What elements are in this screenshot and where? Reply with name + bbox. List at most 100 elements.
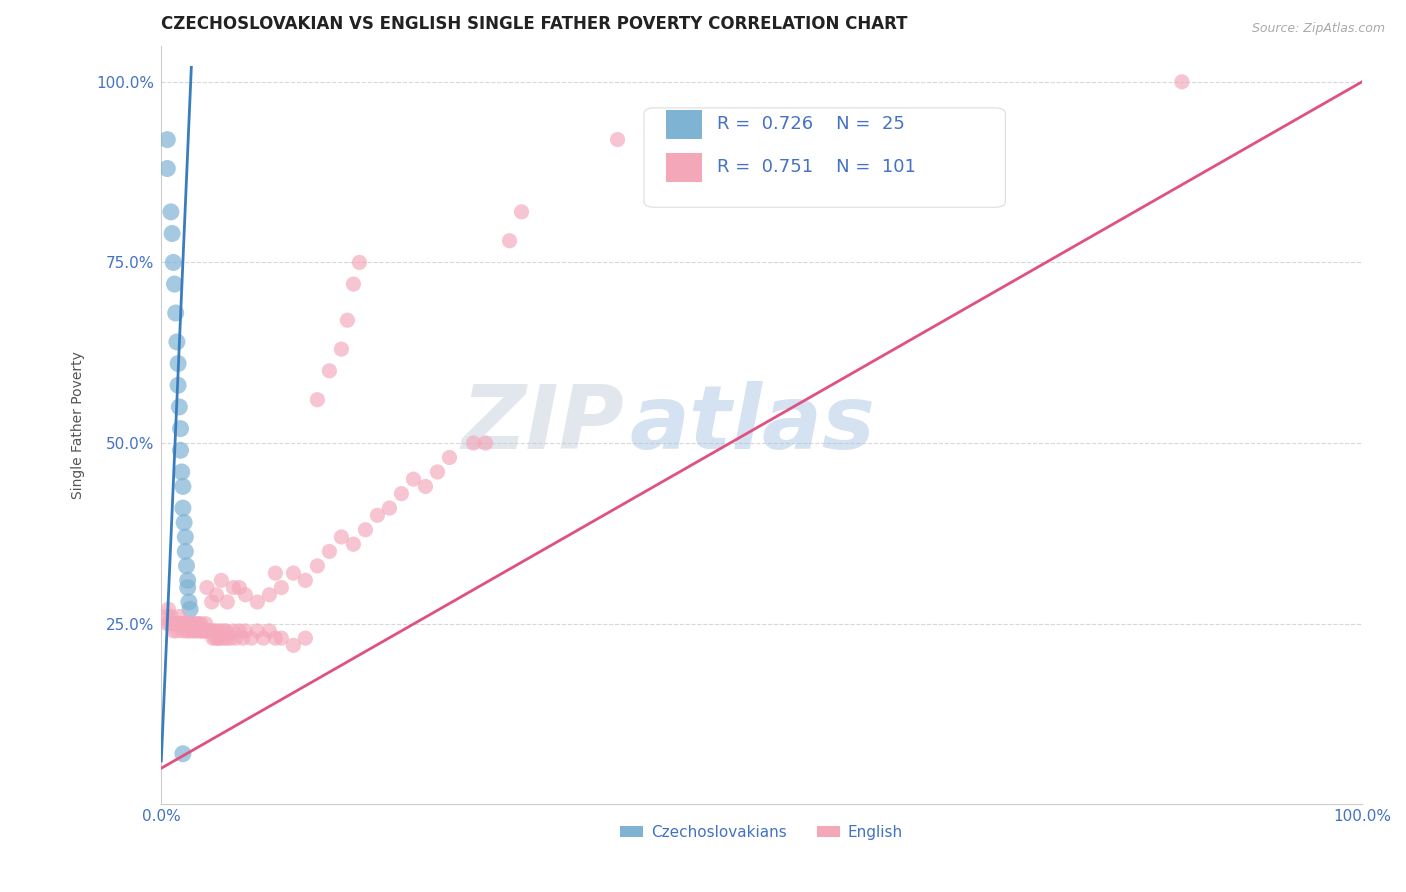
Point [307, 392, 329, 407]
Point [204, 631, 226, 645]
Point [188, 624, 211, 638]
Text: Source: ZipAtlas.com: Source: ZipAtlas.com [1251, 22, 1385, 36]
Point [318, 544, 340, 558]
Point [160, 609, 183, 624]
Point [173, 616, 195, 631]
Point [259, 624, 281, 638]
Point [166, 334, 188, 349]
Point [208, 631, 231, 645]
Point [205, 624, 228, 638]
Point [240, 631, 263, 645]
Point [214, 631, 236, 645]
Legend: Czechoslovakians, English: Czechoslovakians, English [614, 819, 910, 846]
Text: R =  0.751    N =  101: R = 0.751 N = 101 [717, 158, 917, 176]
Point [180, 616, 202, 631]
Point [184, 616, 207, 631]
Point [264, 631, 287, 645]
Point [166, 624, 188, 638]
Point [174, 616, 197, 631]
Point [159, 616, 181, 631]
Point [169, 609, 191, 624]
Point [232, 631, 254, 645]
Point [246, 595, 269, 609]
Point [162, 255, 184, 269]
Point [195, 581, 218, 595]
Point [157, 602, 180, 616]
Point [193, 624, 215, 638]
Point [678, 132, 700, 146]
Point [170, 465, 193, 479]
FancyBboxPatch shape [644, 108, 1005, 207]
Point [439, 450, 461, 465]
Point [307, 558, 329, 573]
Point [270, 631, 292, 645]
Point [165, 616, 187, 631]
Point [342, 277, 364, 291]
Point [190, 616, 212, 631]
Point [163, 616, 186, 631]
Point [201, 624, 224, 638]
Point [402, 472, 425, 486]
Point [169, 400, 191, 414]
Point [270, 581, 292, 595]
Point [201, 595, 224, 609]
Point [205, 588, 228, 602]
Point [156, 132, 179, 146]
Point [202, 624, 225, 638]
Point [252, 631, 274, 645]
Point [426, 465, 449, 479]
Point [156, 616, 179, 631]
Point [160, 227, 183, 241]
Point [197, 624, 219, 638]
Point [172, 501, 194, 516]
Point [172, 624, 194, 638]
Point [195, 624, 218, 638]
Point [318, 364, 340, 378]
Point [173, 516, 195, 530]
Point [378, 501, 401, 516]
Point [177, 616, 200, 631]
Point [201, 631, 224, 645]
Point [217, 595, 239, 609]
FancyBboxPatch shape [665, 110, 702, 139]
Point [177, 574, 200, 588]
Point [246, 624, 269, 638]
Point [1171, 75, 1194, 89]
Point [186, 624, 208, 638]
Point [498, 234, 520, 248]
Point [228, 581, 250, 595]
Point [181, 624, 204, 638]
Point [160, 204, 183, 219]
Point [167, 616, 190, 631]
Point [169, 421, 191, 435]
Point [219, 631, 242, 645]
Point [391, 486, 413, 500]
Point [160, 616, 183, 631]
Point [179, 602, 201, 616]
Point [222, 581, 245, 595]
Point [177, 624, 200, 638]
Point [366, 508, 388, 523]
Point [606, 132, 628, 146]
Text: atlas: atlas [630, 382, 876, 468]
Y-axis label: Single Father Poverty: Single Father Poverty [72, 351, 86, 499]
Point [259, 588, 281, 602]
Point [330, 530, 353, 544]
Point [167, 357, 190, 371]
Point [222, 624, 245, 638]
Point [349, 255, 371, 269]
Point [198, 624, 221, 638]
Point [176, 558, 198, 573]
Point [215, 624, 238, 638]
Point [184, 624, 207, 638]
Point [156, 161, 179, 176]
Point [342, 537, 364, 551]
Point [170, 616, 193, 631]
Point [187, 616, 209, 631]
Point [233, 588, 256, 602]
Point [209, 574, 232, 588]
Point [169, 616, 191, 631]
Point [209, 624, 232, 638]
Point [172, 747, 194, 761]
Point [194, 616, 217, 631]
